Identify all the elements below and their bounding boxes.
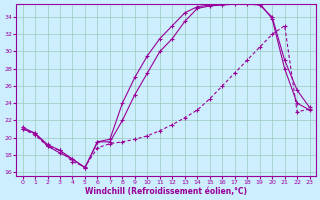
- X-axis label: Windchill (Refroidissement éolien,°C): Windchill (Refroidissement éolien,°C): [85, 187, 247, 196]
